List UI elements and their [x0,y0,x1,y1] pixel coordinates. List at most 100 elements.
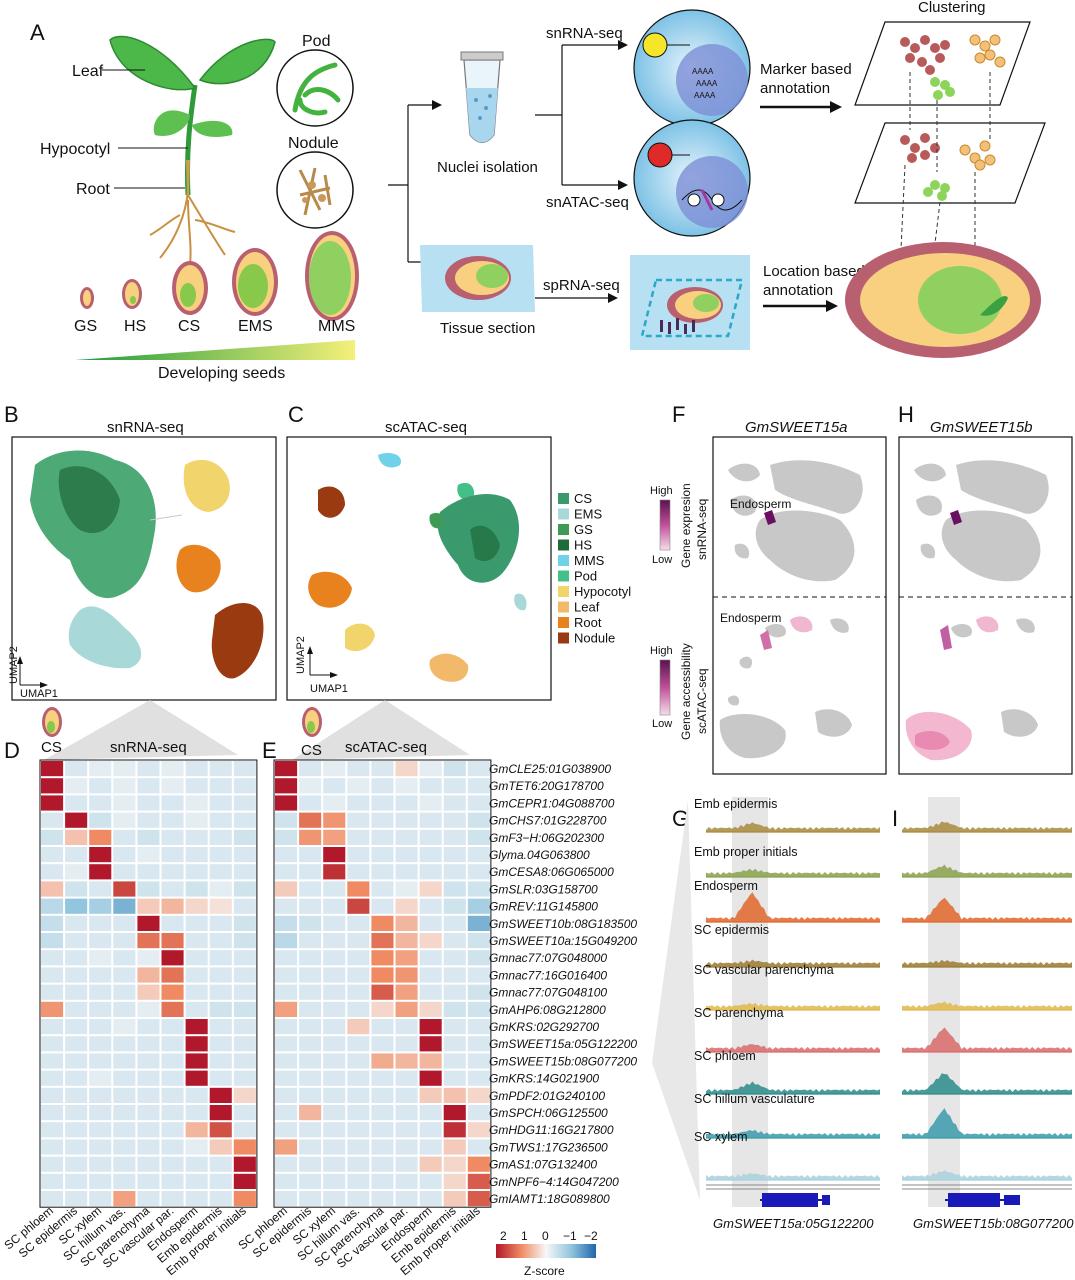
legend-label: MMS [574,553,605,568]
zscore-ticks: 2 1 0 −1 −2 [500,1229,598,1243]
polya-2: AAAA [696,79,718,88]
heatmap-cell-d [185,795,208,811]
heatmap-cell-e [395,1122,418,1138]
heatmap-cell-e [395,864,418,880]
heatmap-cell-d [41,1156,64,1172]
heatmap-cell-e [419,1191,442,1207]
heatmap-cell-d [233,864,256,880]
nuclei-tube-icon [460,51,504,144]
heatmap-cell-d [41,967,64,983]
heatmap-cell-d [113,967,136,983]
heatmap-cell-e [323,812,346,828]
legend-label: Nodule [574,631,615,646]
heatmap-cell-d [89,795,112,811]
heatmap-cell-e [275,950,298,966]
pod-icon [292,62,341,116]
heatmap-cell-d [233,1173,256,1189]
heatmap-cell-d [233,967,256,983]
heatmap-cell-e [419,864,442,880]
heatmap-cell-d [161,1105,184,1121]
heatmap-cell-e [443,1087,466,1103]
soybean-plant-illustration [109,35,276,266]
heatmap-cell-d [161,984,184,1000]
heatmap-cell-e [443,1019,466,1035]
heatmap-cell-e [467,761,490,777]
heatmap-cell-e [443,1001,466,1017]
heatmap-cell-e [347,1053,370,1069]
track-signal-g [706,822,880,832]
track-signal-g [706,1173,880,1180]
heatmap-cell-e [323,898,346,914]
heatmap-cell-e [443,1156,466,1172]
heatmap-cell-d [113,1019,136,1035]
heatmap-cell-e [419,847,442,863]
heatmap-cell-e [467,915,490,931]
heatmap-cell-d [185,1156,208,1172]
panel-e-cs-label: CS [301,742,322,759]
heatmap-cell-e [371,984,394,1000]
heatmap-cell-d [41,1191,64,1207]
heatmap-cell-d [161,1191,184,1207]
seed-stage-ems: EMS [238,318,273,335]
heatmap-cell-d [161,933,184,949]
heatmap-cell-e [395,812,418,828]
label-marker-annotation-2: annotation [760,80,830,97]
heatmap-cell-e [395,1087,418,1103]
heatmap-cell-e [419,1019,442,1035]
heatmap-cell-e [323,1173,346,1189]
panel-label-d: D [4,738,20,763]
gene-label: GmNPF6−4:14G047200 [489,1175,619,1189]
legend-swatch [558,570,569,582]
heatmap-cell-d [185,1070,208,1086]
heatmap-cell-e [371,1001,394,1017]
heatmap-cell-d [137,761,160,777]
heatmap-cell-e [299,950,322,966]
heatmap-cell-d [41,812,64,828]
heatmap-cell-e [419,1070,442,1086]
heatmap-cell-e [275,1139,298,1155]
heatmap-cell-e [275,1053,298,1069]
snatac-cell-icon [633,119,751,237]
heatmap-cell-d [233,829,256,845]
heatmap-cell-e [467,847,490,863]
heatmap-cell-d [137,1105,160,1121]
panel-e-zoom-wedge [292,700,470,760]
heatmap-cell-d [137,1053,160,1069]
heatmap-cell-e [347,881,370,897]
heatmap-cell-d [89,898,112,914]
heatmap-cell-e [371,1173,394,1189]
heatmap-cell-d [233,795,256,811]
heatmap-cell-e [323,984,346,1000]
heatmap-cell-d [209,829,232,845]
heatmap-cell-d [209,1036,232,1052]
panel-g-zoom-wedge [652,800,700,1200]
heatmap-cell-d [209,933,232,949]
heatmap-cell-e [275,933,298,949]
heatmap-cell-d [113,1156,136,1172]
legend-swatch [558,555,569,566]
track-labels: Emb epidermis Emb proper initials Endosper… [694,797,834,1144]
heatmap-cell-d [41,950,64,966]
gene-label: GmSWEET10b:08G183500 [489,917,637,931]
track-label: Emb proper initials [694,845,798,859]
heatmap-cell-d [65,1139,88,1155]
heatmap-cell-d [209,984,232,1000]
heatmap-cell-d [161,761,184,777]
heatmap-cell-e [371,1036,394,1052]
heatmap-cell-d [161,915,184,931]
heatmap-cell-e [299,1036,322,1052]
heatmap-cell-d [113,847,136,863]
heatmap-cell-e [299,1173,322,1189]
heatmap-cell-e [395,898,418,914]
heatmap-cell-d [41,1019,64,1035]
panel-h-umap-rna [914,460,1049,582]
heatmap-cell-e [419,967,442,983]
heatmap-cell-e [395,778,418,794]
heatmap-cell-d [113,1053,136,1069]
legend-swatch [558,508,569,520]
legend-label: EMS [574,507,603,522]
panel-b-umap2: UMAP2 [8,646,20,684]
heatmap-cell-d [233,1019,256,1035]
heatmap-cell-d [89,950,112,966]
zscore-tick: 2 [500,1229,507,1243]
